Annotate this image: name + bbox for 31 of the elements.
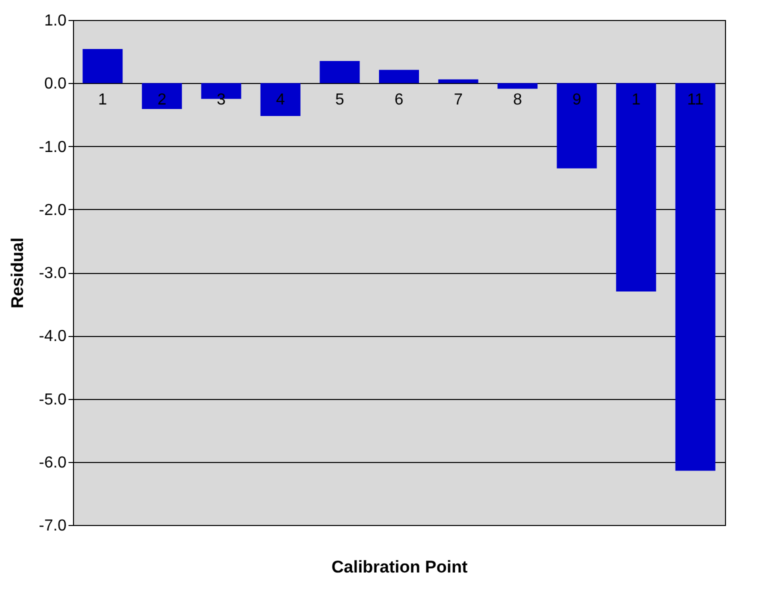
bar [498, 83, 538, 89]
x-tick-label: 4 [276, 92, 285, 109]
bar [556, 83, 597, 168]
bar [616, 83, 656, 292]
y-tick-label: -2.0 [38, 202, 67, 219]
y-tick-label: -1.0 [38, 138, 67, 156]
bar [438, 79, 478, 84]
y-tick-label: -6.0 [38, 454, 67, 472]
x-tick-label: 1 [98, 92, 108, 109]
bar [142, 83, 182, 110]
bar [320, 61, 360, 84]
y-tick-label: -5.0 [38, 391, 67, 408]
y-tick-label: -3.0 [38, 265, 67, 282]
bar [675, 83, 716, 471]
bar [260, 83, 300, 116]
y-tick-label: -4.0 [38, 328, 67, 346]
x-tick-label: 11 [687, 92, 704, 109]
bar [82, 49, 123, 84]
x-axis-title: Calibration Point [332, 558, 468, 576]
y-tick-label: -7.0 [38, 518, 67, 534]
bar [379, 70, 419, 84]
x-tick-label: 5 [335, 92, 344, 109]
x-tick-label: 6 [394, 92, 404, 109]
y-tick-label: 1.0 [44, 12, 67, 30]
y-tick-label: 0.0 [44, 76, 67, 93]
x-tick-label: 7 [454, 92, 463, 109]
x-tick-label: 8 [513, 92, 522, 109]
y-axis-title: Residual [8, 238, 27, 308]
x-tick-label: 1 [632, 92, 641, 109]
x-tick-label: 9 [572, 92, 582, 109]
x-tick-label: 2 [157, 92, 166, 109]
